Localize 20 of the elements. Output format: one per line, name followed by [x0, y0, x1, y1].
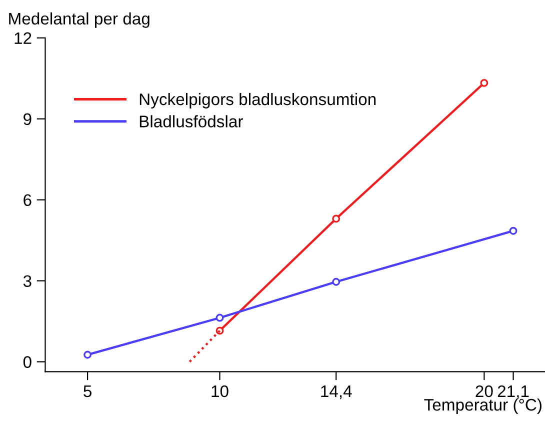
point	[216, 314, 224, 322]
x-tick-label: 10	[212, 385, 228, 398]
y-tick-label: 6	[24, 194, 32, 206]
x-tick-label: 21,1	[498, 385, 529, 400]
x-tick-label: 5	[84, 386, 92, 398]
y-tick-label: 9	[24, 113, 32, 126]
legend-label: Bladlusfödslar	[140, 115, 243, 128]
point	[84, 350, 92, 359]
x-tick-label: 20	[476, 385, 493, 398]
x-axis-title: Temperatur (°C)	[424, 398, 542, 414]
y-tick-label: 3	[23, 275, 32, 287]
point	[480, 79, 488, 87]
point	[332, 214, 340, 223]
y-axis-title: Medelantal per dag	[9, 12, 150, 28]
y-tick-label: 12	[14, 32, 32, 44]
y-tick-label: 0	[23, 356, 32, 368]
point	[332, 278, 340, 286]
point	[509, 226, 518, 235]
x-tick-label: 14,4	[321, 386, 352, 400]
legend-label: Nyckelpigors bladluskonsumtion	[140, 92, 376, 108]
